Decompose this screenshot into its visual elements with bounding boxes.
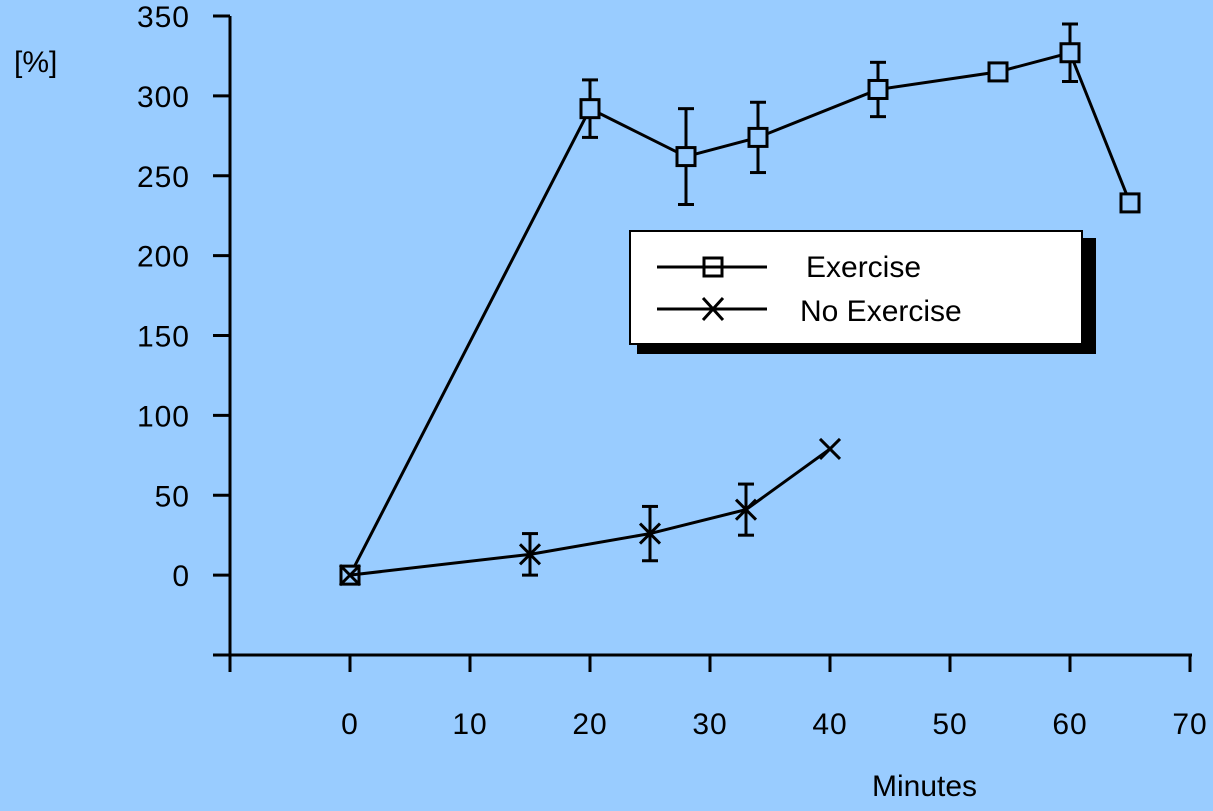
x-axis-title: Minutes <box>872 770 977 803</box>
legend-marker-square-icon <box>702 256 724 278</box>
y-axis-title: [%] <box>14 46 57 79</box>
legend-box <box>629 230 1083 345</box>
x-tick-label: 30 <box>692 708 727 741</box>
legend-label-no-exercise: No Exercise <box>800 295 962 328</box>
y-tick-label: 150 <box>137 321 190 354</box>
axes: 0 50 100 150 200 250 300 350 0 10 20 30 40 50 60 70 <box>137 1 1207 741</box>
legend-marker-x-icon <box>701 296 725 322</box>
data-point <box>1119 192 1141 214</box>
data-point <box>987 61 1009 83</box>
series-line <box>348 50 1132 576</box>
y-tick-label: 250 <box>137 161 190 194</box>
data-point <box>518 543 542 566</box>
y-tick-label: 100 <box>137 400 190 433</box>
x-tick-label: 50 <box>932 708 967 741</box>
y-tick-label: 350 <box>137 1 190 34</box>
data-point <box>734 498 758 521</box>
x-tick-label: 70 <box>1172 708 1207 741</box>
x-tick-label: 60 <box>1052 708 1087 741</box>
x-tick-label: 0 <box>341 708 359 741</box>
data-point <box>818 437 842 460</box>
data-point <box>338 564 362 587</box>
x-tick-label: 40 <box>812 708 847 741</box>
data-point <box>747 126 769 148</box>
y-tick-label: 50 <box>155 480 190 513</box>
legend-label-exercise: Exercise <box>806 251 921 284</box>
plot-area <box>338 22 1141 587</box>
y-tick-label: 300 <box>137 81 190 114</box>
series-exercise <box>339 22 1141 586</box>
data-point <box>867 78 889 100</box>
data-point <box>579 98 601 120</box>
series-no-exercise <box>338 437 842 587</box>
series-line <box>349 447 831 577</box>
x-tick-label: 20 <box>572 708 607 741</box>
data-point <box>675 146 697 168</box>
data-point <box>638 522 662 545</box>
legend: Exercise No Exercise <box>629 230 1096 354</box>
y-tick-label: 0 <box>172 560 190 593</box>
x-tick-label: 10 <box>452 708 487 741</box>
data-point <box>1059 42 1081 64</box>
y-tick-label: 200 <box>137 241 190 274</box>
